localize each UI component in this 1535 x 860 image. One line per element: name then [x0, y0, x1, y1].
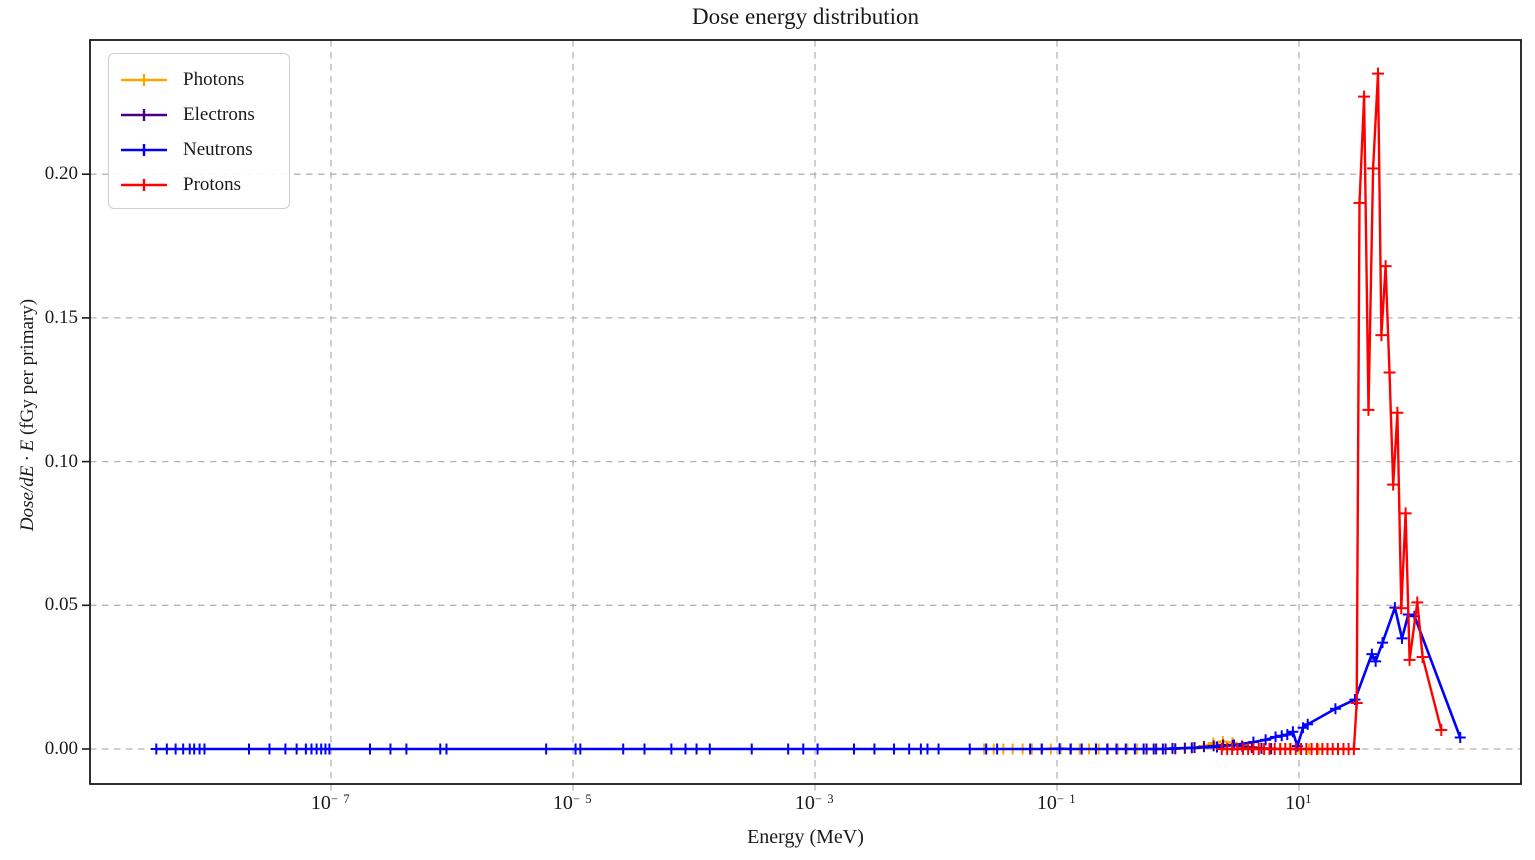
series-markers-protons — [1215, 67, 1448, 755]
legend-line-sample — [121, 108, 167, 121]
series-protons — [1215, 67, 1448, 755]
chart-title: Dose energy distribution — [692, 4, 919, 29]
legend-sample-photons — [121, 73, 167, 86]
grid-lines — [90, 40, 1521, 796]
series-neutrons — [150, 602, 1466, 755]
x-tick-label: 101 — [1285, 792, 1313, 815]
series-line-neutrons — [156, 602, 1462, 751]
legend-sample-electrons — [121, 108, 167, 121]
y-tick-label: 0.05 — [44, 594, 78, 616]
legend-sample-neutrons — [121, 143, 167, 156]
legend-label: Electrons — [183, 103, 255, 125]
legend: Photons Electrons Neutrons Protons — [108, 53, 290, 209]
legend-label: Neutrons — [183, 138, 253, 160]
legend-label: Photons — [183, 68, 245, 90]
series-markers-neutrons — [150, 602, 1466, 755]
y-tick-label: 0.20 — [44, 163, 78, 185]
legend-item-neutrons: Neutrons — [119, 132, 277, 167]
x-tick-label: 10− 5 — [552, 792, 594, 815]
y-tick-label: 0.15 — [44, 306, 78, 328]
y-tick-marks — [82, 173, 90, 750]
legend-line-sample — [121, 143, 167, 156]
x-axis-label: Energy (MeV) — [747, 826, 864, 848]
legend-line-sample — [121, 178, 167, 191]
legend-item-photons: Photons — [119, 62, 277, 97]
x-tick-label: 10− 7 — [310, 792, 352, 815]
legend-label: Protons — [183, 173, 242, 195]
legend-item-electrons: Electrons — [119, 97, 277, 132]
y-tick-label: 0.00 — [44, 738, 78, 759]
legend-item-protons: Protons — [119, 167, 277, 202]
series-group — [150, 67, 1466, 755]
legend-line-sample — [121, 73, 167, 86]
y-tick-label: 0.10 — [44, 450, 78, 472]
x-tick-label: 10− 3 — [794, 792, 836, 815]
x-tick-label: 10− 1 — [1036, 792, 1078, 815]
plot-border — [89, 39, 1522, 785]
legend-sample-protons — [121, 178, 167, 191]
series-line-protons — [1221, 73, 1443, 751]
y-axis-label: Dose/dE · E (fGy per primary) — [17, 255, 39, 575]
